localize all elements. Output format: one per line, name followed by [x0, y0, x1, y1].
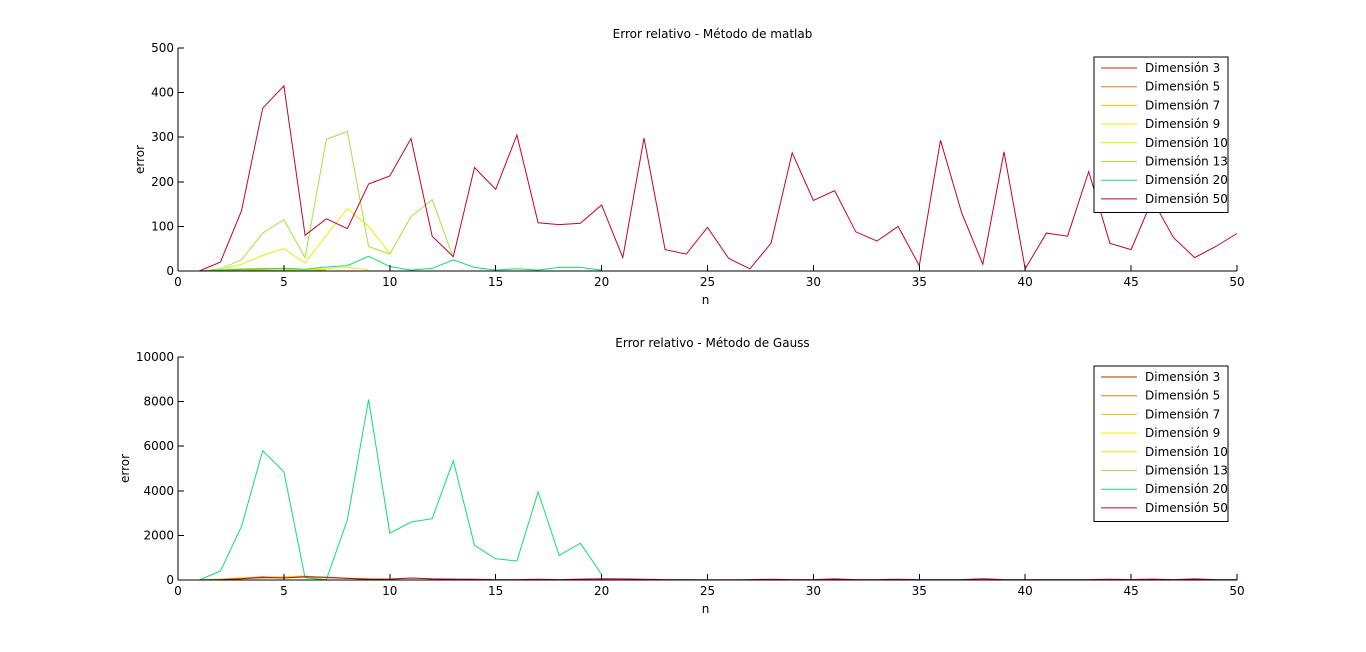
legend-entry: Dimensión 9 — [1145, 117, 1220, 131]
series-line-6 — [199, 130, 454, 272]
y-tick-label: 0 — [166, 573, 174, 587]
y-tick-label: 200 — [151, 175, 174, 189]
legend-entry: Dimensión 3 — [1145, 61, 1220, 75]
chart-2: 0 5 10 15 20 25 30 35 40 45 50 0 2000 4000 6000 8000 100… — [118, 336, 1245, 616]
legend-entry: Dimensión 10 — [1145, 136, 1228, 150]
y-tick-label: 4000 — [143, 484, 174, 498]
series-line-8 — [199, 84, 1238, 272]
legend-entry: Dimensión 20 — [1145, 173, 1228, 187]
legend-entry: Dimensión 5 — [1145, 80, 1220, 94]
legend-entry: Dimensión 5 — [1145, 389, 1220, 403]
legend: Dimensión 3 Dimensión 5 Dimensión 7 Dimensi… — [1093, 56, 1229, 214]
legend-entry: Dimensión 13 — [1145, 155, 1228, 169]
x-tick-label: 15 — [488, 275, 503, 289]
legend-entry: Dimensión 7 — [1145, 98, 1220, 112]
y-axis-label: error — [133, 145, 147, 174]
legend-entry: Dimensión 9 — [1145, 426, 1220, 440]
x-tick-label: 45 — [1123, 584, 1138, 598]
x-tick-label: 15 — [488, 584, 503, 598]
x-tick-label: 35 — [912, 275, 927, 289]
y-tick-label: 6000 — [143, 439, 174, 453]
x-tick-label: 45 — [1123, 275, 1138, 289]
series-line-7 — [199, 399, 603, 581]
x-tick-label: 25 — [700, 275, 715, 289]
legend-entry: Dimensión 20 — [1145, 482, 1228, 496]
legend: Dimensión 3 Dimensión 5 Dimensión 7 Dimensi… — [1093, 365, 1229, 523]
x-tick-label: 30 — [806, 275, 821, 289]
x-tick-label: 5 — [280, 584, 288, 598]
legend-box — [1093, 365, 1229, 523]
legend-entry: Dimensión 10 — [1145, 445, 1228, 459]
plot-area — [178, 357, 1237, 580]
y-tick-label: 0 — [166, 264, 174, 278]
plot-area — [178, 48, 1237, 271]
x-axis-label: n — [702, 293, 710, 307]
x-tick-label: 25 — [700, 584, 715, 598]
legend-entry: Dimensión 50 — [1145, 501, 1228, 515]
chart-title: Error relativo - Método de matlab — [613, 27, 813, 41]
y-tick-label: 500 — [151, 41, 174, 55]
x-axis-label: n — [702, 602, 710, 616]
x-tick-label: 5 — [280, 275, 288, 289]
series-line-5 — [199, 207, 391, 272]
legend-entry: Dimensión 7 — [1145, 407, 1220, 421]
x-tick-label: 10 — [382, 584, 397, 598]
x-tick-label: 20 — [594, 275, 609, 289]
x-tick-label: 40 — [1018, 584, 1033, 598]
chart-1: 0 5 10 15 20 25 30 35 40 45 500100200300400500Erro… — [133, 27, 1245, 307]
x-tick-label: 40 — [1018, 275, 1033, 289]
y-tick-label: 8000 — [143, 395, 174, 409]
legend-box — [1093, 56, 1229, 214]
y-tick-label: 10000 — [136, 350, 174, 364]
y-axis-label: error — [118, 454, 132, 483]
y-tick-label: 100 — [151, 219, 174, 233]
x-tick-label: 0 — [174, 584, 182, 598]
x-tick-label: 35 — [912, 584, 927, 598]
legend-entry: Dimensión 3 — [1145, 370, 1220, 384]
y-tick-label: 2000 — [143, 528, 174, 542]
legend-entry: Dimensión 13 — [1145, 464, 1228, 478]
x-tick-label: 10 — [382, 275, 397, 289]
y-tick-label: 300 — [151, 130, 174, 144]
x-tick-label: 50 — [1229, 584, 1244, 598]
x-tick-label: 30 — [806, 584, 821, 598]
x-tick-label: 20 — [594, 584, 609, 598]
chart-title: Error relativo - Método de Gauss — [615, 336, 809, 350]
x-tick-label: 50 — [1229, 275, 1244, 289]
x-tick-label: 0 — [174, 275, 182, 289]
legend-entry: Dimensión 50 — [1145, 192, 1228, 206]
series-line-7 — [199, 255, 602, 272]
y-tick-label: 400 — [151, 86, 174, 100]
